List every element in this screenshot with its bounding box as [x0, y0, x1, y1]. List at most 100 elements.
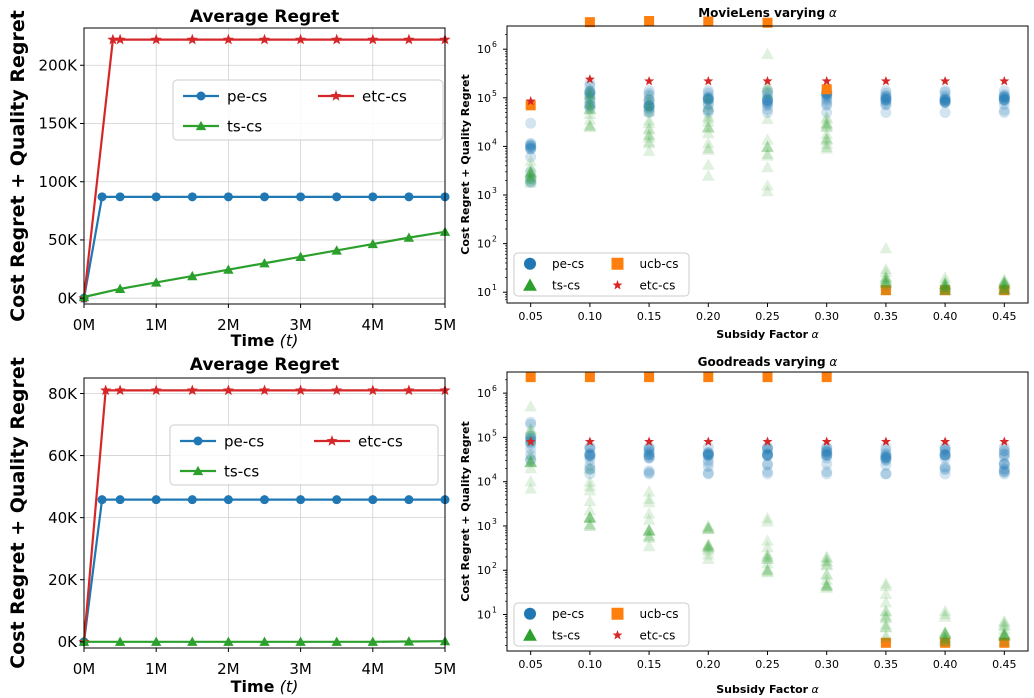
data-point [997, 615, 1011, 627]
data-point [643, 448, 655, 460]
data-point [879, 276, 893, 289]
data-point [584, 443, 596, 455]
y-tick-exponent: 2 [492, 235, 497, 244]
data-point [880, 441, 892, 453]
data-point [997, 283, 1011, 296]
data-point [331, 384, 343, 396]
data-point [879, 596, 893, 608]
data-point [524, 482, 538, 494]
data-point [761, 184, 774, 197]
data-point [821, 93, 833, 105]
data-point [938, 280, 952, 292]
data-point [525, 140, 537, 152]
data-point [368, 495, 378, 505]
data-point [642, 136, 656, 149]
x-tick-label: 2M [217, 316, 240, 334]
data-point [524, 166, 538, 179]
data-point [821, 468, 833, 480]
x-tick-label: 0.25 [755, 310, 780, 323]
data-point [702, 449, 714, 461]
data-point [938, 628, 952, 641]
data-point [525, 443, 537, 455]
series-ts-cs [524, 400, 1011, 647]
y-axis-label: Cost Regret + Quality Regret [7, 357, 29, 669]
data-point [879, 608, 893, 621]
data-point [998, 91, 1010, 103]
y-tick-exponent: 4 [492, 473, 497, 482]
data-point [998, 444, 1010, 456]
data-point [820, 127, 834, 139]
data-point [642, 96, 656, 109]
data-point [761, 86, 774, 99]
data-point [642, 114, 656, 126]
data-point [524, 167, 538, 179]
legend-box [169, 424, 439, 486]
data-point [332, 495, 342, 505]
data-point [525, 453, 537, 465]
data-point [939, 449, 951, 461]
data-point [97, 495, 107, 505]
chart-4: Goodreads varying α 0.05 0.10 0.15 0.20 0.25 0… [459, 355, 1029, 696]
data-point [584, 436, 595, 446]
data-point [879, 270, 893, 282]
data-point [879, 610, 893, 623]
data-point [643, 445, 655, 457]
data-point [642, 116, 656, 129]
data-point [880, 87, 892, 99]
data-point [939, 468, 951, 480]
data-point [762, 94, 773, 106]
data-point [702, 448, 714, 460]
data-point [997, 283, 1011, 295]
data-point [939, 443, 951, 455]
data-point [820, 120, 834, 133]
data-point [997, 275, 1011, 287]
data-point [998, 93, 1010, 105]
x-tick-label: 1M [145, 316, 168, 334]
data-point [820, 579, 834, 592]
data-point [880, 468, 892, 480]
y-tick-exponent: 6 [492, 40, 497, 49]
data-point [525, 138, 537, 150]
data-point [939, 443, 951, 455]
data-point [643, 465, 655, 477]
data-point [998, 106, 1010, 118]
y-tick-exponent: 5 [492, 428, 497, 437]
data-point [879, 241, 893, 254]
data-point [762, 94, 773, 106]
legend-box [513, 252, 690, 297]
data-point [524, 423, 538, 436]
data-point [702, 106, 714, 118]
data-point [584, 463, 596, 475]
data-point [643, 94, 655, 106]
data-point [939, 448, 951, 460]
data-point [938, 626, 952, 639]
legend-marker [611, 607, 624, 620]
data-point [880, 452, 892, 464]
data-point [524, 461, 538, 474]
y-tick-exponent: 4 [492, 137, 497, 146]
data-point [879, 278, 893, 291]
data-point [939, 95, 951, 107]
data-point [938, 278, 952, 290]
data-point [762, 95, 773, 107]
data-point [114, 636, 126, 646]
x-tick-label: 0.40 [933, 310, 958, 323]
data-point [998, 94, 1010, 106]
data-point [938, 277, 952, 289]
legend-label: etc-cs [640, 628, 676, 642]
data-point [997, 627, 1011, 640]
data-point [880, 92, 892, 104]
data-point [584, 447, 596, 459]
data-point [762, 449, 773, 461]
data-point [524, 166, 538, 179]
data-point [940, 436, 951, 446]
data-point [584, 449, 596, 461]
data-point [702, 447, 714, 459]
data-point [761, 563, 774, 575]
data-point [821, 466, 833, 478]
data-point [820, 558, 834, 571]
data-point [940, 75, 951, 86]
data-point [938, 280, 952, 292]
data-point [114, 283, 126, 294]
series-line [82, 195, 445, 299]
